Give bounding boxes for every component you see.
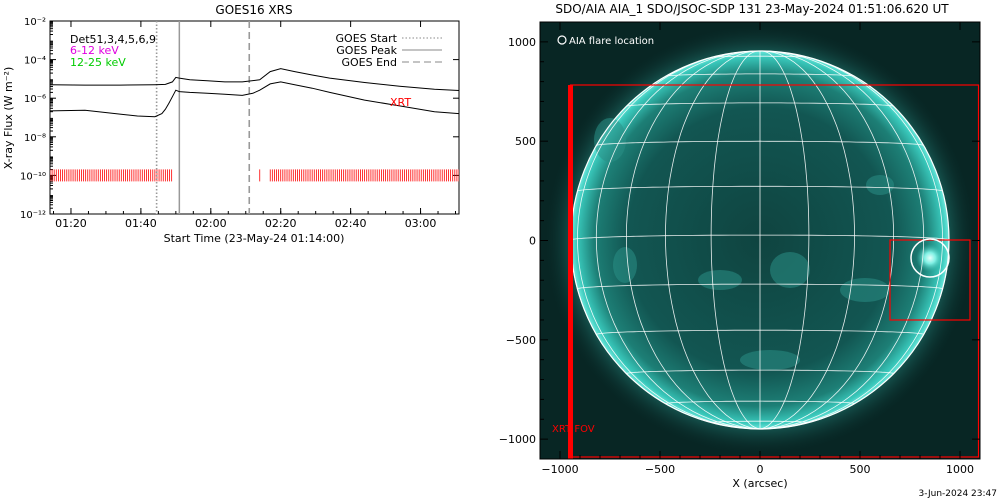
grid-line — [570, 234, 950, 241]
grid-line — [577, 185, 943, 192]
xrt-fov-label: XRT FOV — [552, 424, 595, 435]
grid-line — [710, 420, 810, 423]
flare-location-legend-icon — [557, 35, 567, 45]
goes-y-axis: 10⁻² 10⁻⁴ 10⁻⁶ 10⁻⁸ 10⁻¹⁰ 10⁻¹² — [20, 17, 459, 221]
aia-axes: −1000 −500 0 500 1000 −1000 −500 0 500 1000 — [499, 22, 980, 476]
grid-line — [577, 283, 943, 290]
goes-title: GOES16 XRS — [215, 3, 292, 17]
grid-line — [759, 50, 855, 430]
grid-line — [665, 400, 855, 404]
grid-line — [595, 329, 925, 335]
grid-line — [595, 50, 761, 430]
legend-goes-start: GOES Start — [336, 32, 398, 45]
goes-x-axis: 01:20 01:40 02:00 02:20 02:40 03:00 — [52, 21, 457, 230]
goes-x-tick-label: 01:20 — [55, 217, 87, 230]
goes-flux-curve-lower — [50, 81, 459, 118]
goes-flux-curves — [50, 68, 459, 118]
channel-low-label: 6-12 keV — [70, 44, 119, 57]
goes-event-lines — [155, 21, 251, 214]
goes-y-tick-label: 10⁻⁶ — [24, 94, 46, 105]
footer-date: 3-Jun-2024 23:47 — [919, 489, 998, 499]
grid-line — [596, 140, 924, 146]
aia-y-tick-label: 1000 — [508, 36, 536, 49]
goes-panel: GOES16 XRS 10⁻² 10⁻⁴ 10⁻⁶ 10⁻⁸ 10⁻¹⁰ 10⁻¹² 01… — [2, 3, 460, 245]
grid-line — [625, 50, 761, 430]
goes-x-tick-label: 01:40 — [125, 217, 157, 230]
aia-x-tick-label: 1000 — [946, 463, 974, 476]
goes-legend: GOES Start GOES Peak GOES End — [336, 32, 442, 69]
goes-x-tick-label: 02:00 — [195, 217, 227, 230]
goes-x-tick-label: 02:40 — [335, 217, 367, 230]
xrt-label-goes: XRT — [390, 96, 411, 109]
grid-line — [665, 73, 855, 77]
goes-plot-frame — [49, 20, 460, 215]
aia-title: SDO/AIA AIA_1 SDO/JSOC-SDP 131 23-May-20… — [555, 2, 949, 16]
grid-line — [710, 50, 761, 430]
goes-y-tick-label: 10⁻¹² — [20, 210, 46, 221]
grid-line — [665, 50, 761, 430]
flare-location-legend-label: AIA flare location — [569, 36, 654, 47]
aia-y-tick-label: −1000 — [499, 433, 536, 446]
aia-y-tick-label: 500 — [515, 135, 536, 148]
aia-x-tick-label: −500 — [645, 463, 675, 476]
grid-line — [759, 50, 925, 430]
aia-x-tick-label: 0 — [757, 463, 764, 476]
goes-y-tick-label: 10⁻⁸ — [24, 133, 46, 144]
grid-line — [626, 102, 894, 107]
xrt-fov-left-edge — [568, 85, 573, 459]
detector-label: Det51,3,4,5,6,9 — [70, 33, 156, 46]
channel-high-label: 12-25 keV — [70, 56, 126, 69]
legend-goes-peak: GOES Peak — [336, 44, 397, 57]
grid-line — [759, 50, 895, 430]
goes-x-axis-label: Start Time (23-May-24 01:14:00) — [164, 232, 345, 245]
legend-goes-end: GOES End — [341, 56, 397, 69]
goes-y-tick-label: 10⁻⁴ — [24, 56, 46, 67]
goes-x-tick-label: 03:00 — [405, 217, 437, 230]
goes-x-tick-label: 02:20 — [265, 217, 297, 230]
aia-x-tick-label: −1000 — [541, 463, 578, 476]
active-region-texture — [594, 118, 894, 370]
goes-y-tick-label: 10⁻² — [24, 17, 46, 28]
goes-y-axis-label: X-ray Flux (W m⁻²) — [2, 67, 15, 169]
flare-brightening — [916, 244, 944, 272]
xrt-flare-box — [889, 239, 971, 321]
aia-panel: SDO/AIA AIA_1 SDO/JSOC-SDP 131 23-May-20… — [499, 2, 981, 490]
grid-line — [711, 55, 809, 58]
aia-y-tick-label: 0 — [529, 235, 536, 248]
aia-flare-location-marker — [910, 238, 950, 278]
goes-y-tick-label: 10⁻¹⁰ — [20, 171, 46, 182]
xrt-coverage-ticks — [50, 169, 459, 182]
aia-x-tick-label: 500 — [850, 463, 871, 476]
aia-y-tick-label: −500 — [506, 334, 536, 347]
grid-line — [759, 50, 810, 430]
goes-flux-curve-upper — [50, 68, 459, 91]
grid-line — [626, 369, 894, 374]
aia-x-axis-label: X (arcsec) — [732, 477, 787, 490]
